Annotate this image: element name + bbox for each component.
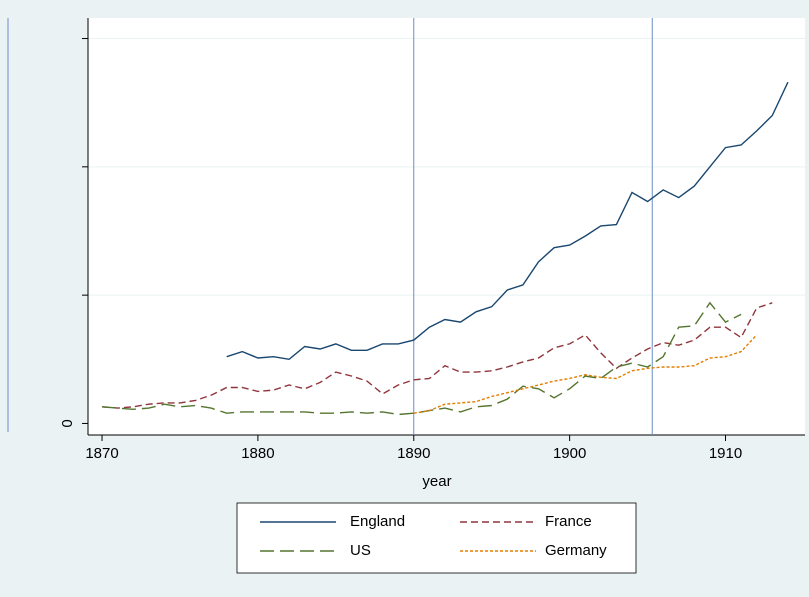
- x-tick-label: 1890: [397, 445, 430, 462]
- x-tick-label: 1910: [709, 445, 742, 462]
- series-line: [101, 302, 773, 409]
- plot-area: [88, 18, 805, 435]
- series-line: [413, 334, 758, 414]
- x-tick-label: 1880: [241, 445, 274, 462]
- legend: [236, 502, 637, 574]
- x-tick-label: 1900: [553, 445, 586, 462]
- legend-label: US: [350, 542, 371, 559]
- x-tick-label: 1870: [85, 445, 118, 462]
- legend-label: Germany: [545, 542, 607, 559]
- series-line: [226, 81, 789, 361]
- legend-label: England: [350, 513, 405, 530]
- x-axis-title: year: [422, 473, 451, 490]
- y-tick-label: 0: [59, 419, 76, 427]
- legend-label: France: [545, 513, 592, 530]
